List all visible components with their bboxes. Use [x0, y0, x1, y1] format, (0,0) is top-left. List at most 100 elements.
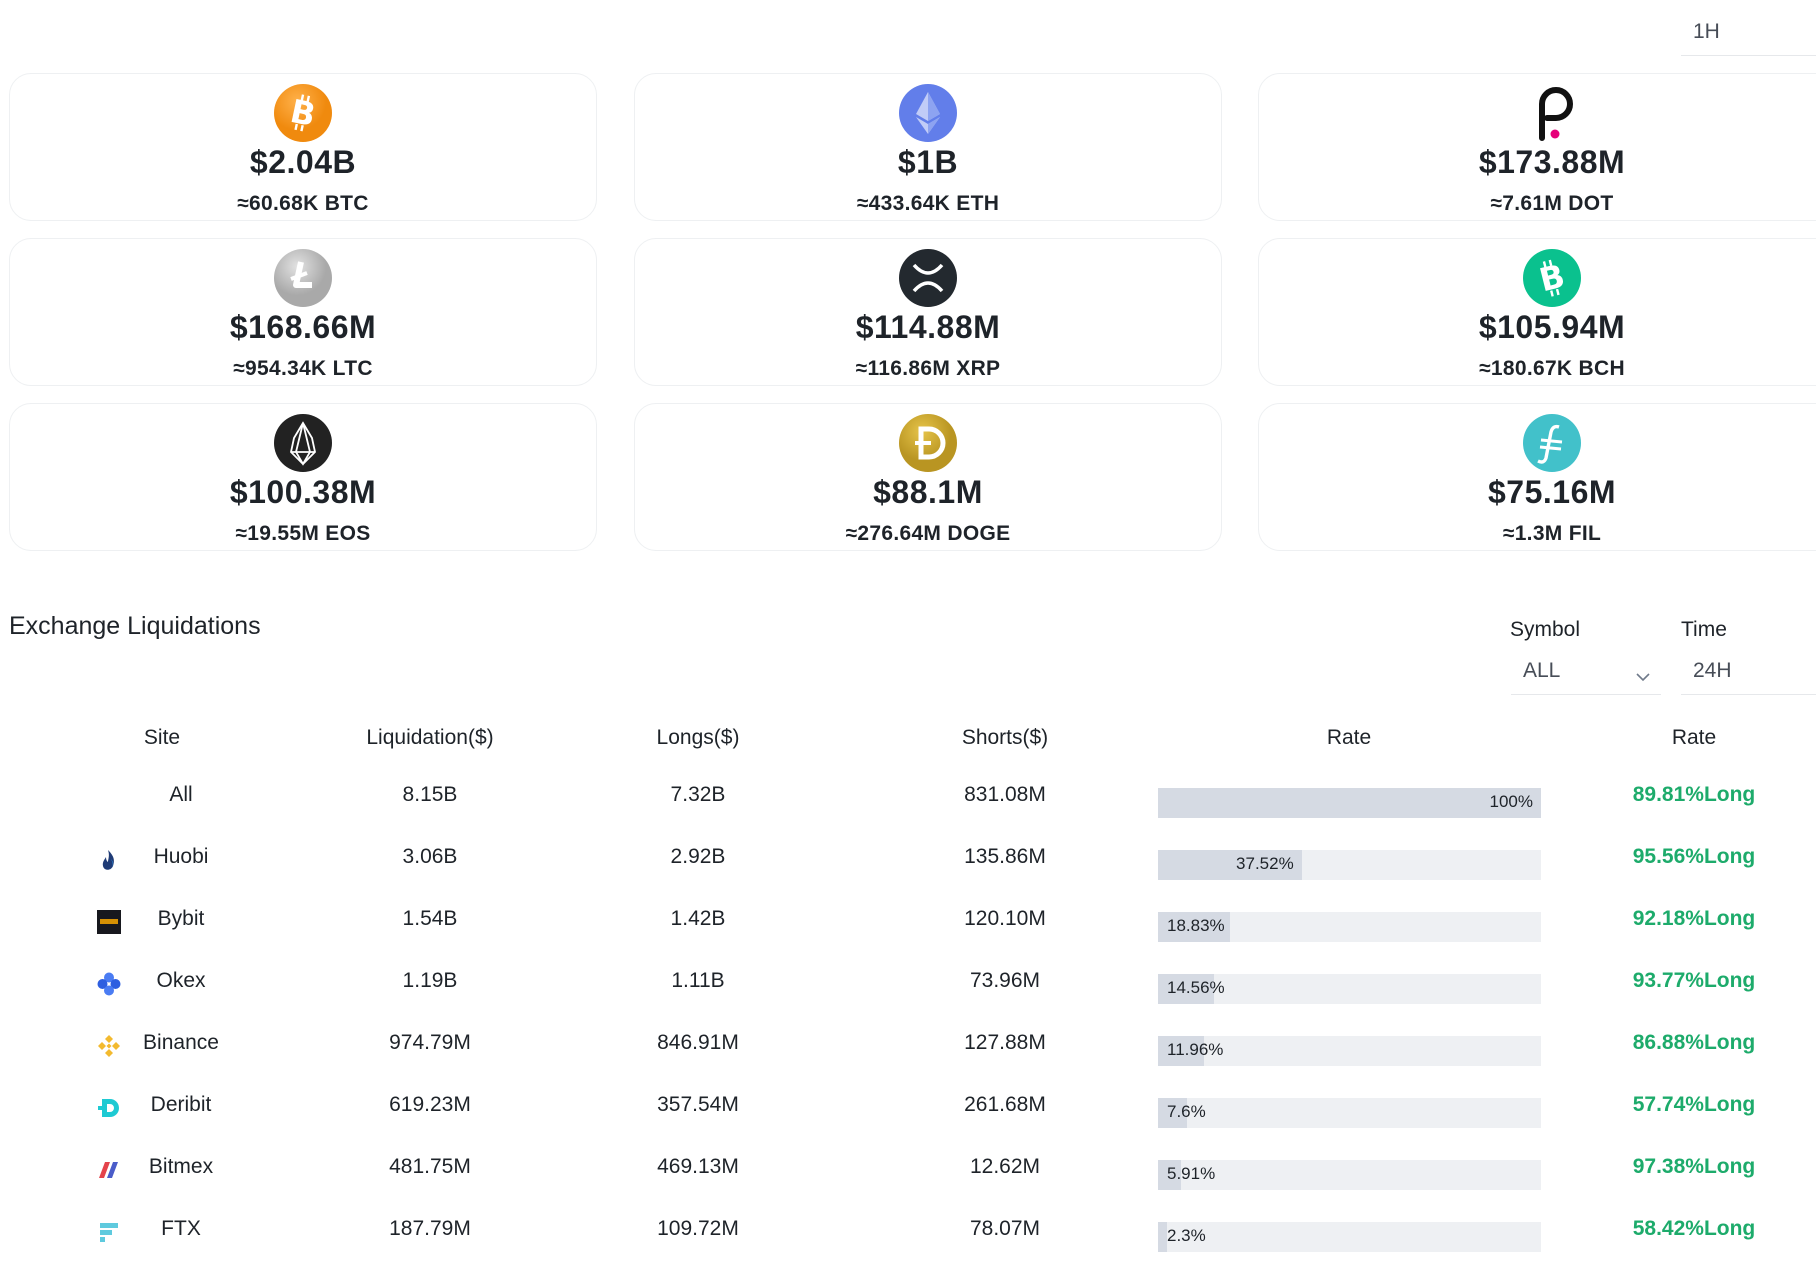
longs-value: 469.13M — [657, 1155, 739, 1178]
liquidations-table-header: Site Liquidation($) Longs($) Shorts($) R… — [0, 726, 1816, 756]
coin-card-btc: B $2.04B ≈60.68K BTC — [9, 73, 597, 221]
longs-value: 357.54M — [657, 1093, 739, 1116]
liquidation-value: 481.75M — [389, 1155, 471, 1178]
longs-value: 2.92B — [670, 845, 726, 868]
shorts-value: 120.10M — [964, 907, 1046, 930]
coin-card-amount: $114.88M — [855, 309, 1001, 345]
shorts-value: 12.62M — [969, 1155, 1041, 1178]
coin-card-eos: $100.38M ≈19.55M EOS — [9, 403, 597, 551]
coin-card-amount: $173.88M — [1478, 144, 1626, 180]
coin-card-fil: $75.16M ≈1.3M FIL — [1258, 403, 1816, 551]
table-row: FTX 187.79M 109.72M 78.07M 2.3% 58.42%Lo… — [0, 1199, 1816, 1261]
share-bar-fill — [1158, 850, 1302, 880]
top-time-select[interactable]: 1H — [1681, 12, 1816, 56]
coin-card-quantity: ≈433.64K ETH — [856, 192, 1000, 215]
long-rate: 97.38%Long — [1632, 1155, 1756, 1178]
filecoin-icon — [1523, 414, 1581, 472]
coin-card-amount: $75.16M — [1487, 474, 1617, 510]
coin-card-bch: B $105.94M ≈180.67K BCH — [1258, 238, 1816, 386]
longs-value: 1.42B — [670, 907, 726, 930]
coin-card-quantity: ≈180.67K BCH — [1479, 357, 1625, 380]
chevron-down-icon — [1635, 665, 1651, 689]
share-bar: 7.6% — [1158, 1098, 1541, 1128]
share-bar-fill — [1158, 974, 1214, 1004]
site-name: Bybit — [157, 907, 205, 930]
bybit-icon — [96, 909, 122, 935]
ethereum-icon — [899, 84, 957, 142]
coin-card-eth: $1B ≈433.64K ETH — [634, 73, 1222, 221]
header-rate-long: Rate — [1671, 726, 1717, 749]
liquidation-value: 1.19B — [402, 969, 458, 992]
binance-icon — [96, 1033, 122, 1059]
coin-card-quantity: ≈1.3M FIL — [1502, 522, 1602, 545]
table-row: Bybit 1.54B 1.42B 120.10M 18.83% 92.18%L… — [0, 889, 1816, 951]
long-rate: 93.77%Long — [1632, 969, 1756, 992]
long-rate: 58.42%Long — [1632, 1217, 1756, 1240]
header-longs: Longs($) — [656, 726, 740, 749]
polkadot-icon — [1523, 84, 1581, 142]
liquidation-value: 8.15B — [402, 783, 458, 806]
share-text: 2.3% — [1167, 1226, 1206, 1245]
liquidation-value: 3.06B — [402, 845, 458, 868]
shorts-value: 831.08M — [964, 783, 1046, 806]
dogecoin-icon — [899, 414, 957, 472]
time-filter-label: Time — [1681, 618, 1727, 641]
site-name: All — [169, 783, 193, 806]
time-select[interactable]: 24H — [1681, 651, 1816, 695]
shorts-value: 127.88M — [964, 1031, 1046, 1054]
share-bar: 14.56% — [1158, 974, 1541, 1004]
table-row: Bitmex 481.75M 469.13M 12.62M 5.91% 97.3… — [0, 1137, 1816, 1199]
bitcoin-cash-icon: B — [1523, 249, 1581, 307]
bitmex-icon — [96, 1157, 122, 1183]
coin-card-quantity: ≈60.68K BTC — [237, 192, 369, 215]
longs-value: 109.72M — [657, 1217, 739, 1240]
shorts-value: 73.96M — [969, 969, 1041, 992]
coin-card-dot: $173.88M ≈7.61M DOT — [1258, 73, 1816, 221]
site-name: Binance — [143, 1031, 219, 1054]
longs-value: 846.91M — [657, 1031, 739, 1054]
share-bar-fill — [1158, 1036, 1204, 1066]
share-bar: 18.83% — [1158, 912, 1541, 942]
site-name: Huobi — [153, 845, 209, 868]
okex-icon — [96, 971, 122, 997]
long-rate: 92.18%Long — [1632, 907, 1756, 930]
table-row: Okex 1.19B 1.11B 73.96M 14.56% 93.77%Lon… — [0, 951, 1816, 1013]
share-bar: 11.96% — [1158, 1036, 1541, 1066]
time-select-value: 24H — [1693, 659, 1732, 682]
huobi-icon — [96, 847, 122, 873]
coin-card-amount: $2.04B — [249, 144, 357, 180]
header-site: Site — [143, 726, 181, 749]
eos-icon — [274, 414, 332, 472]
table-row: Deribit 619.23M 357.54M 261.68M 7.6% 57.… — [0, 1075, 1816, 1137]
coin-card-amount: $100.38M — [229, 474, 377, 510]
header-rate-share: Rate — [1326, 726, 1372, 749]
coin-card-quantity: ≈276.64M DOGE — [845, 522, 1011, 545]
coin-card-amount: $168.66M — [229, 309, 377, 345]
coin-card-quantity: ≈116.86M XRP — [855, 357, 1001, 380]
liquidation-value: 974.79M — [389, 1031, 471, 1054]
shorts-value: 261.68M — [964, 1093, 1046, 1116]
table-row: Huobi 3.06B 2.92B 135.86M 37.52% 95.56%L… — [0, 827, 1816, 889]
share-bar-fill — [1158, 1098, 1188, 1128]
longs-value: 1.11B — [671, 969, 725, 992]
shorts-value: 78.07M — [969, 1217, 1041, 1240]
exchange-liquidations-title: Exchange Liquidations — [9, 612, 261, 640]
longs-value: 7.32B — [670, 783, 726, 806]
site-name: Okex — [156, 969, 206, 992]
share-text: 5.91% — [1167, 1164, 1216, 1183]
header-liquidation: Liquidation($) — [366, 726, 494, 749]
share-text: 37.52% — [1236, 854, 1294, 873]
share-bar: 5.91% — [1158, 1160, 1541, 1190]
coin-card-amount: $1B — [897, 144, 959, 180]
symbol-filter-label: Symbol — [1510, 618, 1581, 641]
ftx-icon — [96, 1219, 122, 1245]
symbol-select[interactable]: ALL — [1511, 651, 1661, 695]
long-rate: 95.56%Long — [1632, 845, 1756, 868]
table-row: All 8.15B 7.32B 831.08M 100% 89.81%Long — [0, 765, 1816, 827]
bitcoin-icon: B — [274, 84, 332, 142]
header-shorts: Shorts($) — [961, 726, 1049, 749]
coin-card-xrp: $114.88M ≈116.86M XRP — [634, 238, 1222, 386]
table-row: Binance 974.79M 846.91M 127.88M 11.96% 8… — [0, 1013, 1816, 1075]
liquidation-value: 187.79M — [389, 1217, 471, 1240]
share-text: 14.56% — [1167, 978, 1225, 997]
